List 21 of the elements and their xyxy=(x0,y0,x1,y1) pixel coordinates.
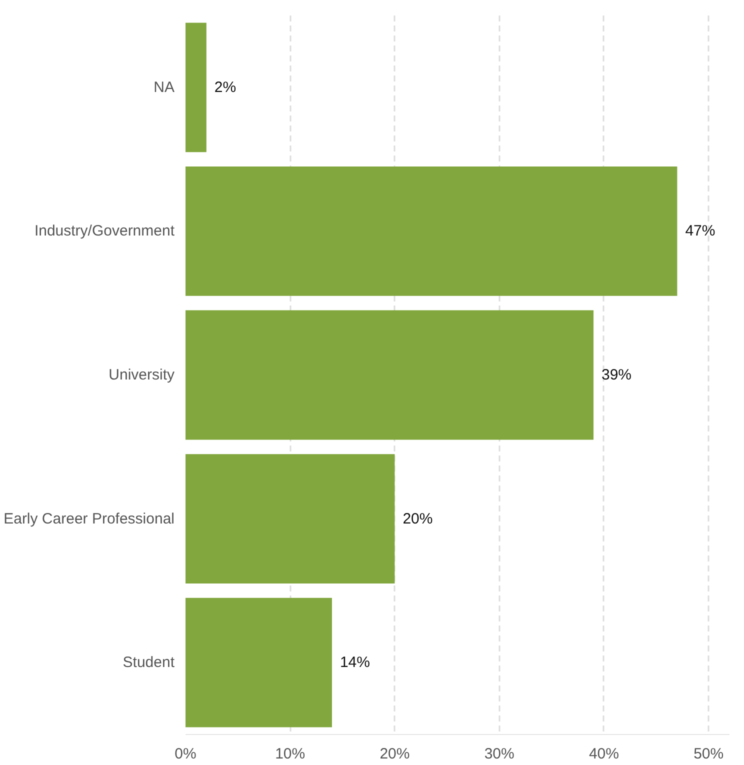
data-label: 14% xyxy=(340,654,370,672)
data-label: 20% xyxy=(402,510,433,528)
bar xyxy=(186,22,206,152)
y-tick-label: Early Career Professional xyxy=(4,510,175,528)
x-tick-label: 10% xyxy=(275,746,306,762)
x-tick-label: 30% xyxy=(484,746,514,762)
y-tick-label: Industry/Government xyxy=(34,222,176,240)
bar xyxy=(186,166,678,296)
y-tick-label: NA xyxy=(154,78,175,96)
x-tick-label: 50% xyxy=(694,746,724,762)
data-label: 47% xyxy=(685,222,716,240)
x-tick-label: 40% xyxy=(588,746,619,762)
x-tick-label: 20% xyxy=(380,746,410,762)
bar xyxy=(186,310,594,440)
x-tick-label: 0% xyxy=(174,746,196,762)
bar xyxy=(186,454,395,584)
data-label: 39% xyxy=(602,366,632,384)
data-label: 2% xyxy=(214,78,236,96)
bar xyxy=(186,598,332,728)
y-tick-label: University xyxy=(108,366,175,384)
y-tick-label: Student xyxy=(122,654,176,672)
